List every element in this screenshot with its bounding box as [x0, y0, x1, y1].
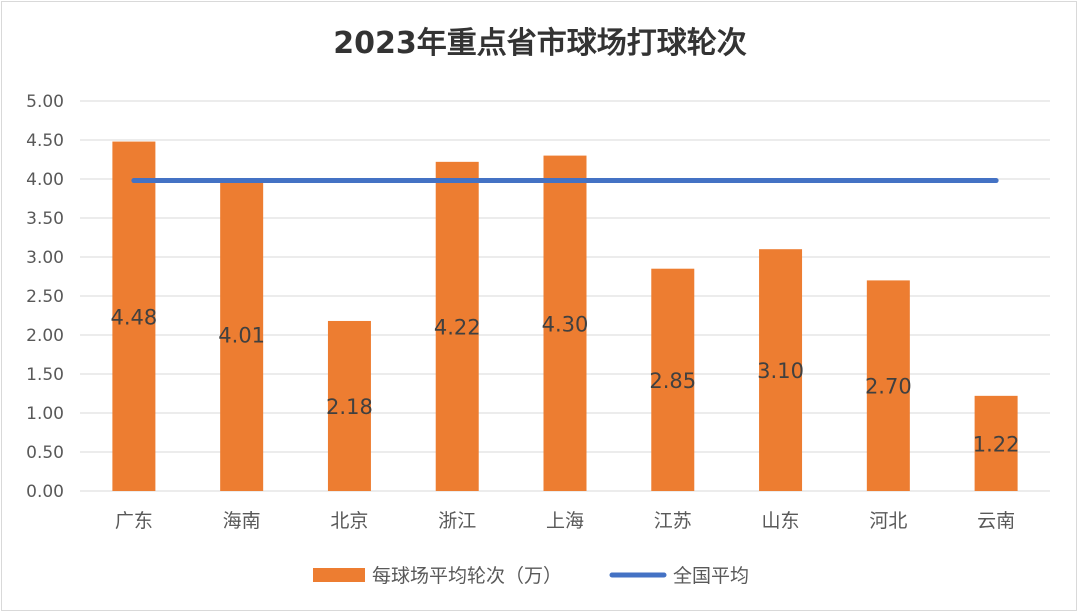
bar [327, 320, 371, 491]
y-tick-label: 1.50 [26, 365, 64, 385]
y-tick-label: 0.50 [26, 443, 64, 463]
bar [974, 395, 1018, 491]
data-label: 4.22 [434, 315, 481, 339]
x-category-label: 河北 [869, 510, 907, 532]
data-label: 4.48 [111, 305, 158, 329]
bars [112, 141, 1018, 491]
bar [112, 141, 156, 491]
data-label: 2.70 [865, 375, 912, 399]
x-category-label: 上海 [546, 510, 584, 532]
x-category-label: 北京 [330, 510, 368, 532]
bar [759, 249, 803, 491]
x-axis-categories: 广东 海南 北京 浙江 上海 江苏 山东 河北 云南 [115, 510, 1015, 532]
bar [435, 161, 479, 491]
x-category-label: 浙江 [438, 510, 476, 532]
y-axis-ticks: 0.00 0.50 1.00 1.50 2.00 2.50 3.00 3.50 4.00 4.50… [26, 92, 64, 502]
y-tick-label: 2.50 [26, 287, 64, 307]
legend: 每球场平均轮次（万） 全国平均 [313, 565, 749, 587]
data-label: 1.22 [973, 432, 1020, 456]
y-tick-label: 2.00 [26, 326, 64, 346]
y-tick-label: 3.00 [26, 248, 64, 268]
legend-swatch-bar [313, 568, 365, 582]
data-label: 4.30 [542, 312, 589, 336]
data-label: 3.10 [757, 359, 804, 383]
x-category-label: 海南 [223, 510, 261, 532]
x-category-label: 云南 [977, 510, 1015, 532]
data-label: 4.01 [218, 324, 265, 348]
bar [866, 280, 910, 491]
y-tick-label: 5.00 [26, 92, 64, 112]
bar [651, 268, 695, 491]
data-labels: 4.48 4.01 2.18 4.22 4.30 2.85 3.10 2.70 1.22 [111, 305, 1020, 456]
x-category-label: 江苏 [654, 510, 692, 532]
bar [543, 155, 587, 491]
y-tick-label: 4.00 [26, 170, 64, 190]
legend-label-line: 全国平均 [673, 565, 749, 587]
chart-title: 2023年重点省市球场打球轮次 [333, 26, 747, 61]
data-label: 2.85 [649, 369, 696, 393]
y-tick-label: 0.00 [26, 482, 64, 502]
x-category-label: 山东 [762, 510, 800, 532]
bar [220, 178, 264, 491]
legend-label-bar: 每球场平均轮次（万） [372, 565, 562, 587]
data-label: 2.18 [326, 395, 373, 419]
y-tick-label: 3.50 [26, 209, 64, 229]
y-tick-label: 1.00 [26, 404, 64, 424]
y-tick-label: 4.50 [26, 131, 64, 151]
x-category-label: 广东 [115, 510, 153, 532]
